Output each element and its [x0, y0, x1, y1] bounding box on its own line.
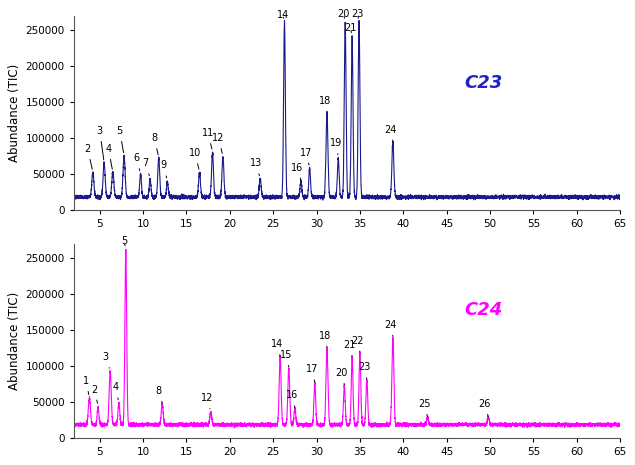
Text: 16: 16	[286, 390, 298, 408]
Text: 14: 14	[277, 9, 289, 20]
Text: 8: 8	[151, 133, 158, 155]
Text: 5: 5	[121, 236, 127, 246]
Text: 17: 17	[306, 365, 318, 382]
Text: 24: 24	[384, 320, 396, 336]
Text: 2: 2	[84, 144, 92, 169]
Text: 8: 8	[156, 386, 162, 403]
Text: C24: C24	[464, 301, 502, 319]
Text: 23: 23	[351, 9, 363, 19]
Text: 15: 15	[280, 350, 292, 367]
Text: 9: 9	[160, 160, 166, 178]
Text: 19: 19	[330, 138, 343, 155]
Text: 4: 4	[105, 144, 112, 169]
Text: 12: 12	[212, 133, 225, 153]
Text: 11: 11	[202, 128, 214, 149]
Text: 14: 14	[271, 339, 284, 356]
Y-axis label: Abundance (TIC): Abundance (TIC)	[8, 292, 22, 390]
Text: 3: 3	[97, 126, 104, 160]
Text: 18: 18	[319, 96, 331, 112]
Text: 13: 13	[250, 158, 262, 176]
Text: 18: 18	[319, 331, 331, 347]
Text: 26: 26	[479, 399, 491, 417]
Text: 20: 20	[337, 9, 350, 19]
Text: 12: 12	[201, 393, 213, 409]
Text: 6: 6	[133, 153, 140, 171]
Text: 25: 25	[418, 399, 431, 417]
Text: 23: 23	[358, 362, 370, 379]
Text: 10: 10	[189, 148, 201, 169]
Text: 24: 24	[384, 125, 396, 141]
Text: 3: 3	[103, 352, 109, 368]
Text: 20: 20	[335, 368, 348, 385]
Text: 17: 17	[300, 147, 312, 165]
Y-axis label: Abundance (TIC): Abundance (TIC)	[8, 64, 22, 162]
Text: 21: 21	[344, 23, 357, 33]
Text: 21: 21	[344, 340, 356, 356]
Text: 7: 7	[143, 158, 149, 176]
Text: 5: 5	[117, 126, 124, 153]
Text: C23: C23	[464, 74, 502, 92]
Text: 16: 16	[291, 163, 304, 180]
Text: 4: 4	[112, 382, 119, 400]
Text: 1: 1	[83, 376, 89, 395]
Text: 22: 22	[351, 336, 364, 352]
Text: 2: 2	[91, 385, 98, 403]
